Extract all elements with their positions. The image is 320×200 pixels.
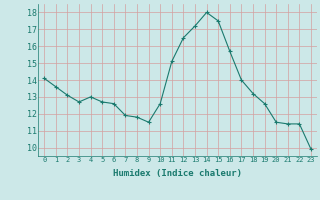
X-axis label: Humidex (Indice chaleur): Humidex (Indice chaleur) <box>113 169 242 178</box>
